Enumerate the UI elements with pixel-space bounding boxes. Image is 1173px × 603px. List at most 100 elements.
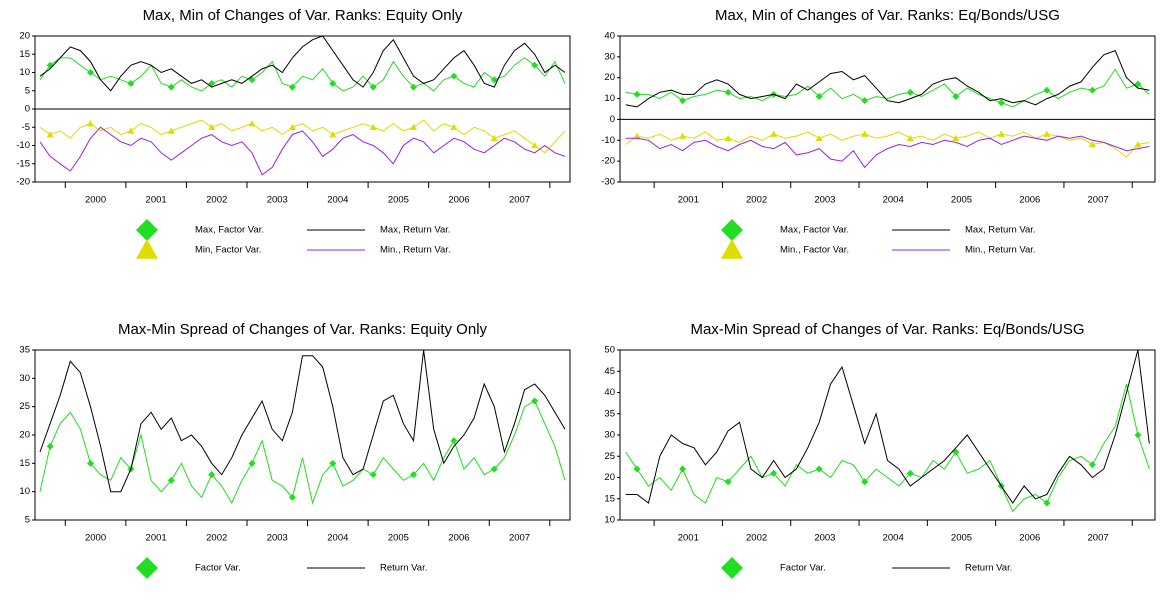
- x-tick-label: 2001: [146, 195, 167, 206]
- series-marker: [369, 471, 377, 479]
- series-marker: [46, 61, 54, 69]
- y-tick-label: -20: [16, 177, 30, 188]
- x-tick-label: 2007: [509, 195, 530, 206]
- x-tick-label: 2007: [509, 533, 530, 544]
- y-tick-label: 15: [19, 49, 30, 60]
- x-tick-label: 2003: [814, 533, 835, 544]
- series-marker: [1134, 140, 1142, 148]
- x-tick-label: 2005: [951, 195, 972, 206]
- legend-label: Return Var.: [380, 563, 427, 574]
- series-marker: [1088, 461, 1096, 469]
- legend-label: Max, Return Var.: [965, 225, 1036, 236]
- series-marker: [288, 493, 296, 501]
- series-marker: [410, 471, 418, 479]
- x-tick-label: 2002: [746, 533, 767, 544]
- plot-frame: [34, 349, 571, 521]
- x-tick-label: 2002: [746, 195, 767, 206]
- series-line: [625, 68, 1150, 108]
- x-tick-label: 2003: [267, 533, 288, 544]
- x-tick-label: 2006: [448, 533, 469, 544]
- y-tick-label: 0: [25, 104, 30, 115]
- y-tick-label: -10: [16, 140, 30, 151]
- x-tick-label: 2006: [1019, 195, 1040, 206]
- series-marker: [679, 132, 687, 139]
- series-marker: [997, 130, 1005, 137]
- series-marker: [87, 69, 95, 76]
- series-marker: [1043, 499, 1051, 507]
- series-marker: [490, 76, 498, 84]
- series-line: [39, 57, 566, 92]
- legend-marker: [721, 239, 743, 259]
- x-tick-label: 2006: [448, 195, 469, 206]
- series-marker: [410, 123, 418, 131]
- series-marker: [1134, 80, 1142, 88]
- series-line: [39, 119, 566, 154]
- series-line: [625, 135, 1150, 169]
- series-marker: [815, 92, 823, 100]
- series-marker: [952, 92, 960, 100]
- series-marker: [724, 134, 732, 141]
- series-marker: [1088, 140, 1096, 148]
- series-marker: [531, 142, 539, 149]
- series-marker: [633, 132, 641, 139]
- series-marker: [724, 478, 732, 486]
- series-marker: [450, 123, 458, 131]
- series-marker: [329, 131, 337, 138]
- x-tick-label: 2001: [678, 195, 699, 206]
- series-marker: [633, 465, 641, 473]
- x-tick-label: 2007: [1088, 533, 1109, 544]
- y-tick-label: 30: [604, 430, 615, 441]
- legend-marker: [721, 219, 743, 241]
- series-marker: [531, 61, 539, 69]
- series-marker: [1043, 86, 1051, 94]
- series-marker: [906, 469, 914, 477]
- y-tick-label: -30: [601, 177, 615, 188]
- chart-title: Max-Min Spread of Changes of Var. Ranks:…: [690, 321, 1084, 338]
- y-tick-label: 10: [604, 93, 615, 104]
- y-tick-label: 25: [19, 401, 30, 412]
- y-tick-label: 35: [604, 408, 615, 419]
- series-marker: [633, 90, 641, 98]
- legend-label: Min., Return Var.: [965, 245, 1036, 256]
- y-tick-label: 10: [19, 486, 30, 497]
- chart-title: Max-Min Spread of Changes of Var. Ranks:…: [118, 321, 488, 338]
- x-tick-label: 2007: [1088, 195, 1109, 206]
- series-marker: [87, 459, 95, 467]
- series-marker: [952, 134, 960, 141]
- series-line: [39, 349, 566, 493]
- series-marker: [861, 97, 869, 105]
- series-marker: [815, 465, 823, 473]
- series-marker: [770, 469, 778, 477]
- series-marker: [127, 127, 135, 134]
- series-marker: [1088, 86, 1096, 94]
- series-marker: [329, 459, 337, 467]
- legend-label: Min, Factor Var.: [195, 245, 261, 256]
- legend-marker: [136, 557, 158, 579]
- series-marker: [490, 465, 498, 473]
- series-line: [625, 349, 1150, 504]
- y-tick-label: -10: [601, 135, 615, 146]
- series-marker: [490, 134, 498, 141]
- series-marker: [248, 120, 256, 127]
- series-marker: [861, 478, 869, 486]
- x-tick-label: 2005: [388, 195, 409, 206]
- legend-label: Min., Return Var.: [380, 245, 451, 256]
- y-tick-label: 40: [604, 387, 615, 398]
- series-marker: [724, 88, 732, 96]
- series-marker: [46, 131, 54, 138]
- y-tick-label: 40: [604, 31, 615, 42]
- legend-label: Factor Var.: [780, 563, 826, 574]
- x-tick-label: 2004: [883, 195, 904, 206]
- plot-frame: [619, 349, 1156, 521]
- y-tick-label: 15: [19, 458, 30, 469]
- x-tick-label: 2004: [883, 533, 904, 544]
- series-marker: [208, 471, 216, 479]
- series-marker: [997, 99, 1005, 107]
- series-marker: [861, 130, 869, 137]
- x-tick-label: 2000: [85, 533, 106, 544]
- legend-label: Max, Factor Var.: [195, 225, 264, 236]
- y-tick-label: 30: [604, 51, 615, 62]
- y-tick-label: 50: [604, 345, 615, 356]
- series-line: [39, 126, 566, 176]
- series-marker: [450, 72, 458, 80]
